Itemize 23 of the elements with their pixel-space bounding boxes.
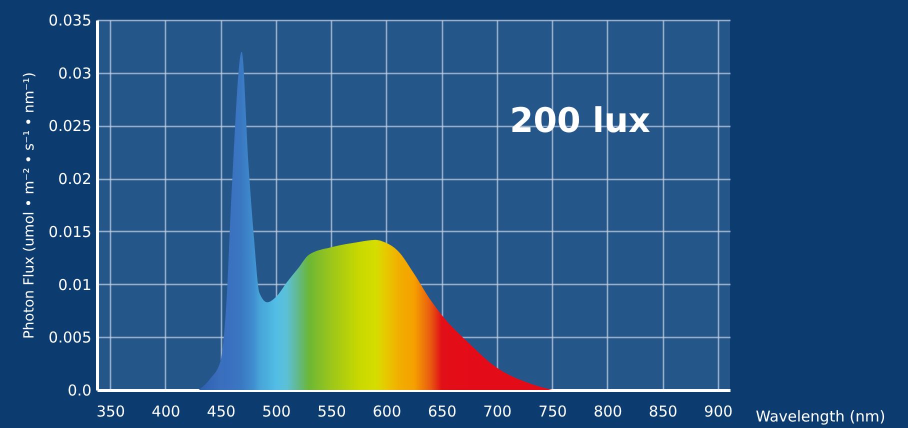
y-tick-label: 0.015 (48, 222, 92, 241)
x-tick-label: 400 (152, 402, 180, 420)
y-tick-label: 0.02 (58, 170, 92, 188)
x-tick-label: 450 (206, 402, 236, 420)
x-tick-label: 850 (648, 402, 678, 420)
y-tick-label: 0.03 (58, 64, 92, 82)
y-tick-label: 0.0 (68, 382, 92, 400)
y-axis-title: Photon Flux (umol • m⁻² • s⁻¹ • nm⁻¹) (22, 72, 38, 339)
x-tick-label: 800 (594, 402, 622, 420)
x-tick-label: 550 (317, 402, 346, 420)
x-tick-label: 900 (704, 402, 733, 420)
y-tick-label: 0.005 (48, 328, 92, 347)
x-tick-label: 600 (372, 402, 402, 420)
x-tick-label: 500 (262, 402, 291, 420)
x-tick-label: 650 (428, 402, 456, 420)
annotation: 200 lux (510, 101, 650, 141)
y-tick-label: 0.025 (48, 117, 92, 136)
x-tick-label: 750 (538, 402, 567, 420)
x-axis-title: Wavelength (nm) (756, 408, 886, 426)
x-tick-label: 350 (96, 402, 126, 420)
y-tick-label: 0.01 (58, 276, 92, 294)
x-tick-label: 700 (483, 402, 512, 420)
y-tick-label: 0.035 (48, 12, 92, 30)
